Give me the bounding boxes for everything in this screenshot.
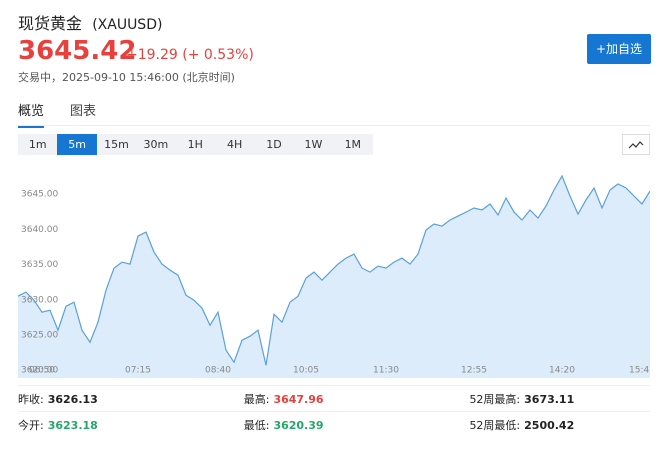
tab[interactable]: 图表 [70,104,97,119]
stat-value: 3626.13 [47,392,98,406]
period-button[interactable]: 1H [187,138,203,151]
x-tick-label: 14:20 [549,366,575,376]
icon [628,141,644,149]
x-tick-label: 15:45 [629,366,650,376]
period-selector: 1m 5m 15m 30m 1H 4H 1D 1W 1M [18,134,373,155]
add-watchlist-button[interactable]: +加自选 [587,34,651,64]
stat-value: 3673.11 [524,392,575,406]
stat-label: 52周最高: [469,392,521,406]
name: 现货黄金 [18,14,83,33]
stat-label: 今开: [18,418,44,432]
chart-type-button[interactable] [622,134,650,155]
area [18,176,650,378]
period-button[interactable]: 5m [57,134,97,155]
period-button[interactable]: 1D [266,138,282,151]
x-tick-label: 11:30 [373,366,399,376]
period-button[interactable]: 30m [143,138,169,151]
stat-value: 2500.42 [524,418,575,432]
change: +19.29 (+ 0.53%) [126,47,254,63]
x-tick-label: 10:05 [293,366,319,376]
stat-value: 3620.39 [273,418,324,432]
x-tick-label: 08:40 [205,366,231,376]
stat-value: 3623.18 [47,418,98,432]
title: 现货黄金 (XAUUSD) [18,10,162,34]
divider [18,125,650,126]
stat-label: 最高: [243,392,270,406]
stats-table: 昨收: 3626.13 最高: 3647.96 52周最高: 3673.11 今开: 3623… [18,385,650,437]
x-tick-label: 07:15 [125,366,151,376]
period-button[interactable]: 1W [304,138,323,151]
tab[interactable]: 概览 [18,100,45,128]
period-button[interactable]: 4H [227,138,243,151]
x-tick-label: 06:50 [29,366,55,376]
line [17,174,650,366]
stat-value: 3647.96 [273,392,324,406]
y-tick-label: 3630.00 [21,295,58,305]
stat: 最低: 3620.39 [244,417,470,433]
tabs: 概览 图表 [18,100,122,128]
price: 3645.42 [18,36,137,66]
x-tick-label: 12:55 [461,366,487,376]
y-tick-label: 3645.00 [21,190,58,200]
status: 交易中，2025-09-10 15:46:00 (北京时间) [18,71,235,84]
stat: 52周最高: 3673.11 [469,391,650,407]
stat-label: 52周最低: [469,418,521,432]
stat: 今开: 3623.18 [18,417,244,433]
stat: 昨收: 3626.13 [18,391,244,407]
y-tick-label: 3625.00 [21,331,58,341]
y-tick-label: 3620.00 [21,366,58,376]
stats-row: 今开: 3623.18 最低: 3620.39 52周最低: 2500.42 [18,411,650,437]
stat: 最高: 3647.96 [244,391,470,407]
stat: 52周最低: 2500.42 [469,417,650,433]
y-tick-label: 3635.00 [21,260,58,270]
stat-label: 最低: [243,418,270,432]
y-tick-label: 3640.00 [21,225,58,235]
period-button[interactable]: 1M [344,138,362,151]
code: (XAUUSD) [92,17,163,33]
period-button[interactable]: 1m [28,138,47,151]
stats-row: 昨收: 3626.13 最高: 3647.96 52周最高: 3673.11 [18,385,650,411]
period-button[interactable]: 15m [104,138,129,151]
stat-label: 昨收: [18,392,44,406]
